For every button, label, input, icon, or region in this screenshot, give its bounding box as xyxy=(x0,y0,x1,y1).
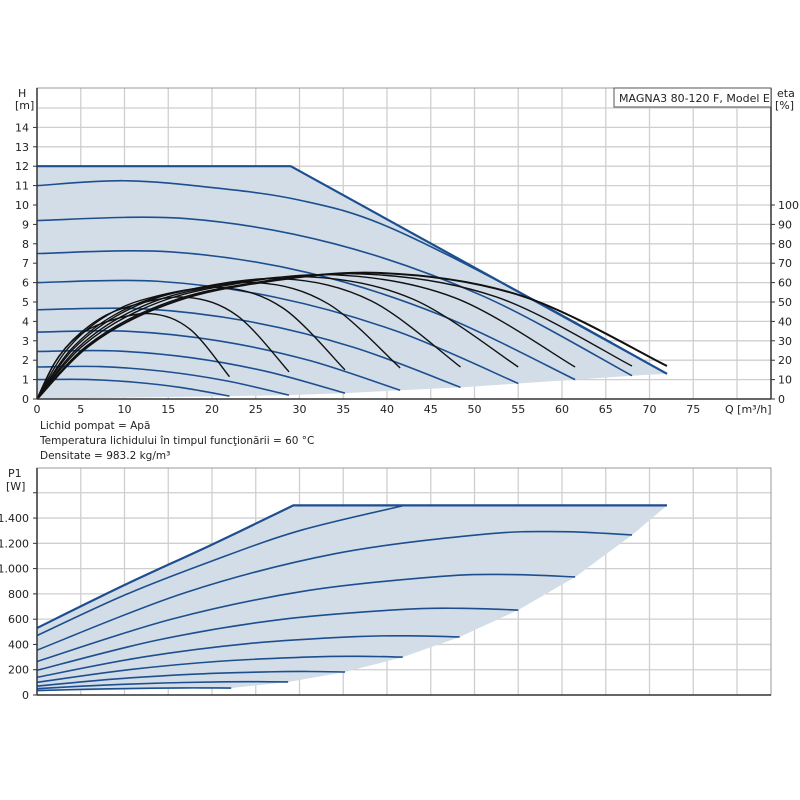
y-tick-label: 2 xyxy=(22,354,29,367)
x-tick-label: 20 xyxy=(205,403,219,416)
y-tick-label: 9 xyxy=(22,218,29,231)
power-chart-operating-area xyxy=(37,505,667,692)
y-tick-label: 11 xyxy=(15,180,29,193)
head-curve xyxy=(36,216,633,377)
y-tick-label: 14 xyxy=(15,121,29,134)
x-tick-label: 45 xyxy=(424,403,438,416)
x-tick-label: 65 xyxy=(599,403,613,416)
max-power-curve xyxy=(36,504,667,629)
max-head-curve xyxy=(37,165,668,375)
head-curve xyxy=(36,378,230,397)
y-tick-label: 1.000 xyxy=(0,563,29,576)
power-curve xyxy=(36,634,460,679)
power-curve xyxy=(36,687,232,692)
y-tick-label: 4 xyxy=(22,315,29,328)
y-tick-label: 0 xyxy=(22,393,29,406)
x-tick-label: 50 xyxy=(468,403,482,416)
eta-tick-label: 80 xyxy=(778,238,792,251)
eta-tick-label: 70 xyxy=(778,257,792,270)
y-tick-label: 400 xyxy=(8,638,29,651)
x-tick-label: 15 xyxy=(161,403,175,416)
power-curve xyxy=(36,670,346,687)
y-tick-label: 3 xyxy=(22,335,29,348)
y-tick-label: 5 xyxy=(22,296,29,309)
y-tick-label: 13 xyxy=(15,141,29,154)
head-curve xyxy=(36,307,461,389)
head-chart-operating-area xyxy=(37,166,667,399)
power-curve xyxy=(36,607,519,672)
efficiency-curve xyxy=(36,271,668,400)
y-right-label-eta: eta xyxy=(777,87,795,100)
y-tick-label: 1 xyxy=(22,374,29,387)
power-chart-axes: 0 200 400 600 800 1.000 1.200 1.400 xyxy=(0,468,771,702)
head-curve xyxy=(36,349,346,394)
y-tick-label: 10 xyxy=(15,199,29,212)
eta-tick-label: 30 xyxy=(778,335,792,348)
power-chart-curves xyxy=(36,504,667,692)
y-left-label-h: H xyxy=(18,87,26,100)
y-left-label-unit: [m] xyxy=(15,99,34,112)
eta-tick-label: 50 xyxy=(778,296,792,309)
x-tick-label: 30 xyxy=(293,403,307,416)
x-tick-label: 60 xyxy=(555,403,569,416)
efficiency-curve xyxy=(36,273,576,400)
note-density: Densitate = 983.2 kg/m³ xyxy=(40,450,170,462)
legend-title: MAGNA3 80-120 F, Model E xyxy=(619,92,770,105)
power-y-label-unit: [W] xyxy=(6,480,25,493)
operating-area xyxy=(37,166,667,399)
head-curve xyxy=(36,365,290,396)
power-curve xyxy=(36,680,289,690)
x-tick-label: 0 xyxy=(34,403,41,416)
note-liquid: Lichid pompat = Apă xyxy=(40,420,150,432)
y-tick-label: 0 xyxy=(22,689,29,702)
power-curve xyxy=(36,504,405,637)
efficiency-curve xyxy=(36,296,290,400)
x-tick-label: 55 xyxy=(511,403,525,416)
x-axis-label: Q [m³/h] xyxy=(725,403,772,416)
y-tick-label: 8 xyxy=(22,238,29,251)
head-curve xyxy=(36,279,519,385)
power-y-label: P1 xyxy=(8,467,22,480)
y-tick-label: 1.400 xyxy=(0,512,29,525)
y-tick-label: 800 xyxy=(8,588,29,601)
legend-box xyxy=(613,87,772,108)
head-chart-axes: 0123456789101112131401020304050607080901… xyxy=(15,88,799,416)
efficiency-curve xyxy=(36,277,461,400)
x-tick-label: 70 xyxy=(643,403,657,416)
y-tick-label: 1.200 xyxy=(0,537,29,550)
eta-tick-label: 20 xyxy=(778,354,792,367)
efficiency-curve xyxy=(36,275,519,400)
eta-tick-label: 40 xyxy=(778,315,792,328)
x-tick-label: 10 xyxy=(118,403,132,416)
power-curve xyxy=(36,655,403,684)
x-tick-label: 5 xyxy=(77,403,84,416)
note-temperature: Temperatura lichidului în timpul funcţio… xyxy=(39,435,314,447)
eta-tick-label: 0 xyxy=(778,393,785,406)
head-chart-curves xyxy=(36,165,668,400)
eta-tick-label: 100 xyxy=(778,199,799,212)
y-tick-label: 12 xyxy=(15,160,29,173)
operating-area xyxy=(37,505,667,692)
x-tick-label: 25 xyxy=(249,403,263,416)
x-tick-label: 75 xyxy=(686,403,700,416)
y-tick-label: 600 xyxy=(8,613,29,626)
x-tick-label: 40 xyxy=(380,403,394,416)
y-tick-label: 200 xyxy=(8,664,29,677)
x-tick-label: 35 xyxy=(336,403,350,416)
y-tick-label: 7 xyxy=(22,257,29,270)
power-curve xyxy=(36,573,576,663)
eta-tick-label: 60 xyxy=(778,277,792,290)
eta-tick-label: 10 xyxy=(778,374,792,387)
y-right-label-unit: [%] xyxy=(775,99,794,112)
head-curve xyxy=(36,250,576,381)
power-curve xyxy=(36,530,633,651)
y-tick-label: 6 xyxy=(22,277,29,290)
efficiency-curve xyxy=(36,286,346,400)
eta-tick-label: 90 xyxy=(778,218,792,231)
